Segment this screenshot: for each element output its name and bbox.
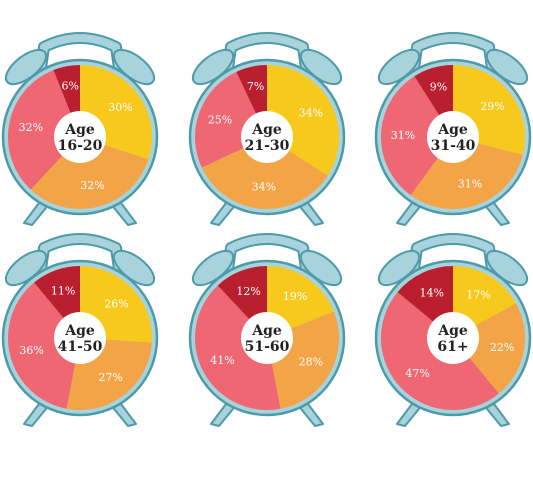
slice-label: 9%: [430, 81, 447, 94]
pie-slice: [410, 137, 523, 209]
age-range-label: 16-20: [58, 138, 103, 154]
slice-label: 22%: [490, 341, 514, 354]
slice-label: 31%: [458, 178, 482, 191]
slice-label: 32%: [80, 179, 104, 192]
pie-slice: [201, 137, 328, 209]
age-range-label: 51-60: [245, 339, 290, 355]
pie-slice: [381, 76, 453, 196]
slice-label: 11%: [51, 284, 75, 297]
age-range-label: 41-50: [58, 339, 103, 355]
center-disk: [54, 312, 106, 364]
clock-handle-inner-icon: [223, 34, 311, 76]
slice-label: 27%: [98, 371, 122, 384]
slice-label: 7%: [247, 80, 264, 93]
slice-label: 14%: [419, 286, 443, 299]
pie-slice: [30, 137, 149, 209]
slice-label: 25%: [208, 114, 232, 127]
clock-handle-inner-icon: [36, 235, 124, 277]
clock-handle-inner-icon: [409, 235, 497, 277]
slice-label: 26%: [104, 297, 128, 310]
age-range-label: 21-30: [245, 138, 290, 154]
age-label: Age: [64, 323, 95, 339]
center-disk: [427, 312, 479, 364]
slice-label: 19%: [283, 290, 307, 303]
age-label: Age: [251, 323, 282, 339]
slice-label: 12%: [236, 285, 260, 298]
slice-label: 29%: [480, 100, 504, 113]
slice-label: 31%: [391, 129, 415, 142]
slice-label: 36%: [19, 344, 43, 357]
clock-handle-inner-icon: [223, 235, 311, 277]
slice-label: 34%: [299, 106, 323, 119]
clock-handle-inner-icon: [36, 34, 124, 76]
age-label: Age: [251, 122, 282, 138]
slice-label: 32%: [19, 121, 43, 134]
slice-label: 41%: [210, 354, 234, 367]
clock-handle-inner-icon: [409, 34, 497, 76]
age-range-label: 61+: [437, 339, 468, 355]
slice-label: 17%: [466, 288, 490, 301]
center-disk: [54, 111, 106, 163]
center-disk: [241, 312, 293, 364]
center-disk: [427, 111, 479, 163]
pie-slice: [7, 70, 81, 190]
pie-slice: [453, 303, 525, 394]
slice-label: 30%: [108, 101, 132, 114]
slice-label: 6%: [62, 79, 79, 92]
slice-label: 34%: [252, 180, 276, 193]
slice-label: 47%: [405, 367, 429, 380]
center-disk: [241, 111, 293, 163]
age-range-label: 31-40: [431, 138, 476, 154]
pie-slice: [7, 282, 81, 409]
slice-label: 28%: [299, 356, 323, 369]
age-label: Age: [64, 122, 95, 138]
age-label: Age: [437, 122, 468, 138]
pie-slice: [195, 285, 281, 410]
age-label: Age: [437, 323, 468, 339]
